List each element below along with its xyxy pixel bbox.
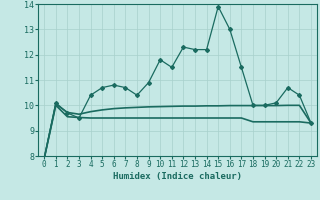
X-axis label: Humidex (Indice chaleur): Humidex (Indice chaleur) — [113, 172, 242, 181]
